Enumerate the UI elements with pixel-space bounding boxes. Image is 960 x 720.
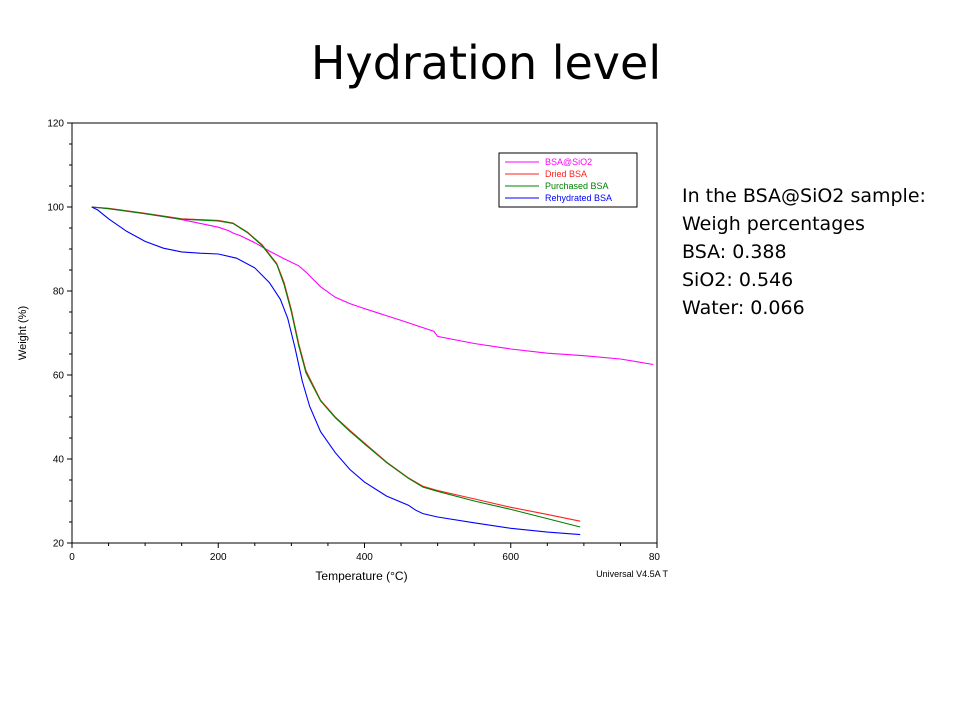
x-tick-label: 600 (502, 552, 519, 563)
legend: BSA@SiO2 Dried BSA Purchased BSA Rehydrated… (498, 152, 638, 208)
x-axis-label: Temperature (°C) (315, 569, 407, 583)
notes-line: In the BSA@SiO2 sample: (682, 185, 926, 207)
series-lines (91, 206, 654, 536)
legend-label: Purchased BSA (545, 181, 609, 191)
legend-label: Rehydrated BSA (545, 193, 612, 203)
chart-footer: Universal V4.5A T (596, 569, 668, 579)
x-tick-label: 80 (649, 552, 661, 563)
x-tick-label: 400 (356, 552, 373, 563)
series-line (91, 206, 581, 528)
notes-line: BSA: 0.388 (682, 241, 787, 263)
slide-title: Hydration level (310, 36, 662, 90)
series-line (91, 206, 654, 366)
legend-label: BSA@SiO2 (545, 157, 592, 167)
y-tick-label: 60 (53, 371, 65, 382)
legend-label: Dried BSA (545, 169, 587, 179)
x-tick-label: 200 (210, 552, 227, 563)
y-tick-label: 40 (53, 455, 65, 466)
y-axis-label: Weight (%) (17, 306, 29, 360)
tick-marks: 20 40 60 80 100 120 0 200 400 600 80 (47, 119, 660, 564)
y-tick-label: 80 (53, 287, 65, 298)
y-tick-label: 100 (47, 203, 64, 214)
y-tick-label: 120 (47, 119, 64, 130)
chart-svg: 20 40 60 80 100 120 0 200 400 600 80 BSA@SiO2 Dried… (17, 119, 668, 584)
y-tick-label: 20 (53, 539, 65, 550)
sample-notes: In the BSA@SiO2 sample: Weigh percentage… (682, 182, 926, 322)
notes-line: Water: 0.066 (682, 297, 805, 319)
notes-line: Weigh percentages (682, 213, 865, 235)
tga-chart: 20 40 60 80 100 120 0 200 400 600 80 BSA@SiO2 Dried… (10, 110, 670, 590)
series-line (91, 206, 581, 536)
x-tick-label: 0 (69, 552, 75, 563)
notes-line: SiO2: 0.546 (682, 269, 794, 291)
